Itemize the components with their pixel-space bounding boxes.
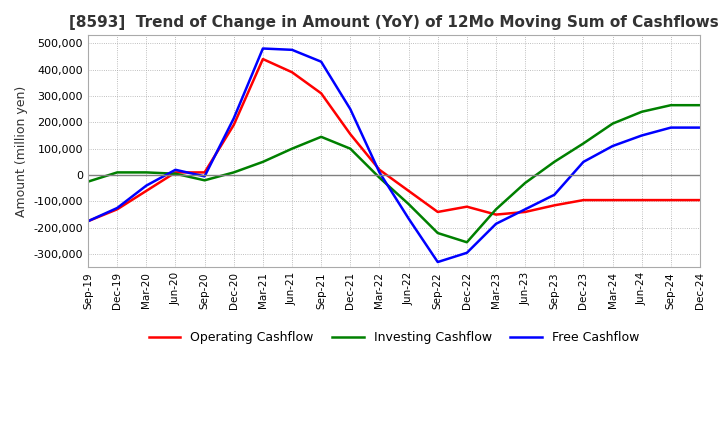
Investing Cashflow — [492, 207, 500, 212]
Operating Cashflow — [230, 122, 238, 128]
Free Cashflow — [113, 205, 122, 211]
Investing Cashflow — [200, 178, 209, 183]
Free Cashflow — [462, 250, 471, 256]
Free Cashflow — [142, 183, 150, 188]
Title: [8593]  Trend of Change in Amount (YoY) of 12Mo Moving Sum of Cashflows: [8593] Trend of Change in Amount (YoY) o… — [69, 15, 719, 30]
Operating Cashflow — [404, 188, 413, 194]
Line: Investing Cashflow: Investing Cashflow — [88, 105, 700, 242]
Investing Cashflow — [521, 180, 529, 186]
Investing Cashflow — [375, 175, 384, 180]
Investing Cashflow — [171, 171, 180, 176]
Operating Cashflow — [462, 204, 471, 209]
Free Cashflow — [608, 143, 617, 149]
Free Cashflow — [230, 116, 238, 121]
Operating Cashflow — [579, 198, 588, 203]
Operating Cashflow — [696, 198, 704, 203]
Investing Cashflow — [258, 159, 267, 165]
Free Cashflow — [375, 170, 384, 175]
Investing Cashflow — [462, 240, 471, 245]
Investing Cashflow — [550, 159, 559, 165]
Operating Cashflow — [608, 198, 617, 203]
Investing Cashflow — [667, 103, 675, 108]
Free Cashflow — [667, 125, 675, 130]
Operating Cashflow — [113, 207, 122, 212]
Investing Cashflow — [696, 103, 704, 108]
Free Cashflow — [550, 192, 559, 198]
Free Cashflow — [171, 167, 180, 172]
Investing Cashflow — [404, 202, 413, 207]
Investing Cashflow — [230, 170, 238, 175]
Free Cashflow — [258, 46, 267, 51]
Investing Cashflow — [113, 170, 122, 175]
Line: Operating Cashflow: Operating Cashflow — [88, 59, 700, 221]
Investing Cashflow — [84, 179, 92, 184]
Investing Cashflow — [433, 231, 442, 236]
Operating Cashflow — [84, 219, 92, 224]
Free Cashflow — [696, 125, 704, 130]
Free Cashflow — [84, 219, 92, 224]
Free Cashflow — [433, 260, 442, 265]
Operating Cashflow — [258, 56, 267, 62]
Investing Cashflow — [637, 109, 646, 114]
Free Cashflow — [521, 207, 529, 212]
Operating Cashflow — [346, 132, 355, 137]
Operating Cashflow — [200, 170, 209, 175]
Investing Cashflow — [142, 170, 150, 175]
Investing Cashflow — [346, 146, 355, 151]
Free Cashflow — [288, 47, 297, 52]
Investing Cashflow — [608, 121, 617, 126]
Operating Cashflow — [317, 91, 325, 96]
Line: Free Cashflow: Free Cashflow — [88, 48, 700, 262]
Operating Cashflow — [667, 198, 675, 203]
Free Cashflow — [637, 133, 646, 138]
Free Cashflow — [404, 216, 413, 221]
Operating Cashflow — [637, 198, 646, 203]
Investing Cashflow — [579, 141, 588, 146]
Operating Cashflow — [433, 209, 442, 215]
Operating Cashflow — [288, 70, 297, 75]
Operating Cashflow — [521, 209, 529, 215]
Free Cashflow — [346, 106, 355, 112]
Operating Cashflow — [375, 167, 384, 172]
Free Cashflow — [579, 159, 588, 165]
Free Cashflow — [317, 59, 325, 64]
Operating Cashflow — [142, 188, 150, 194]
Investing Cashflow — [288, 146, 297, 151]
Y-axis label: Amount (million yen): Amount (million yen) — [15, 86, 28, 217]
Investing Cashflow — [317, 134, 325, 139]
Operating Cashflow — [171, 170, 180, 175]
Free Cashflow — [200, 174, 209, 179]
Operating Cashflow — [550, 203, 559, 208]
Legend: Operating Cashflow, Investing Cashflow, Free Cashflow: Operating Cashflow, Investing Cashflow, … — [144, 326, 644, 349]
Free Cashflow — [492, 221, 500, 227]
Operating Cashflow — [492, 212, 500, 217]
